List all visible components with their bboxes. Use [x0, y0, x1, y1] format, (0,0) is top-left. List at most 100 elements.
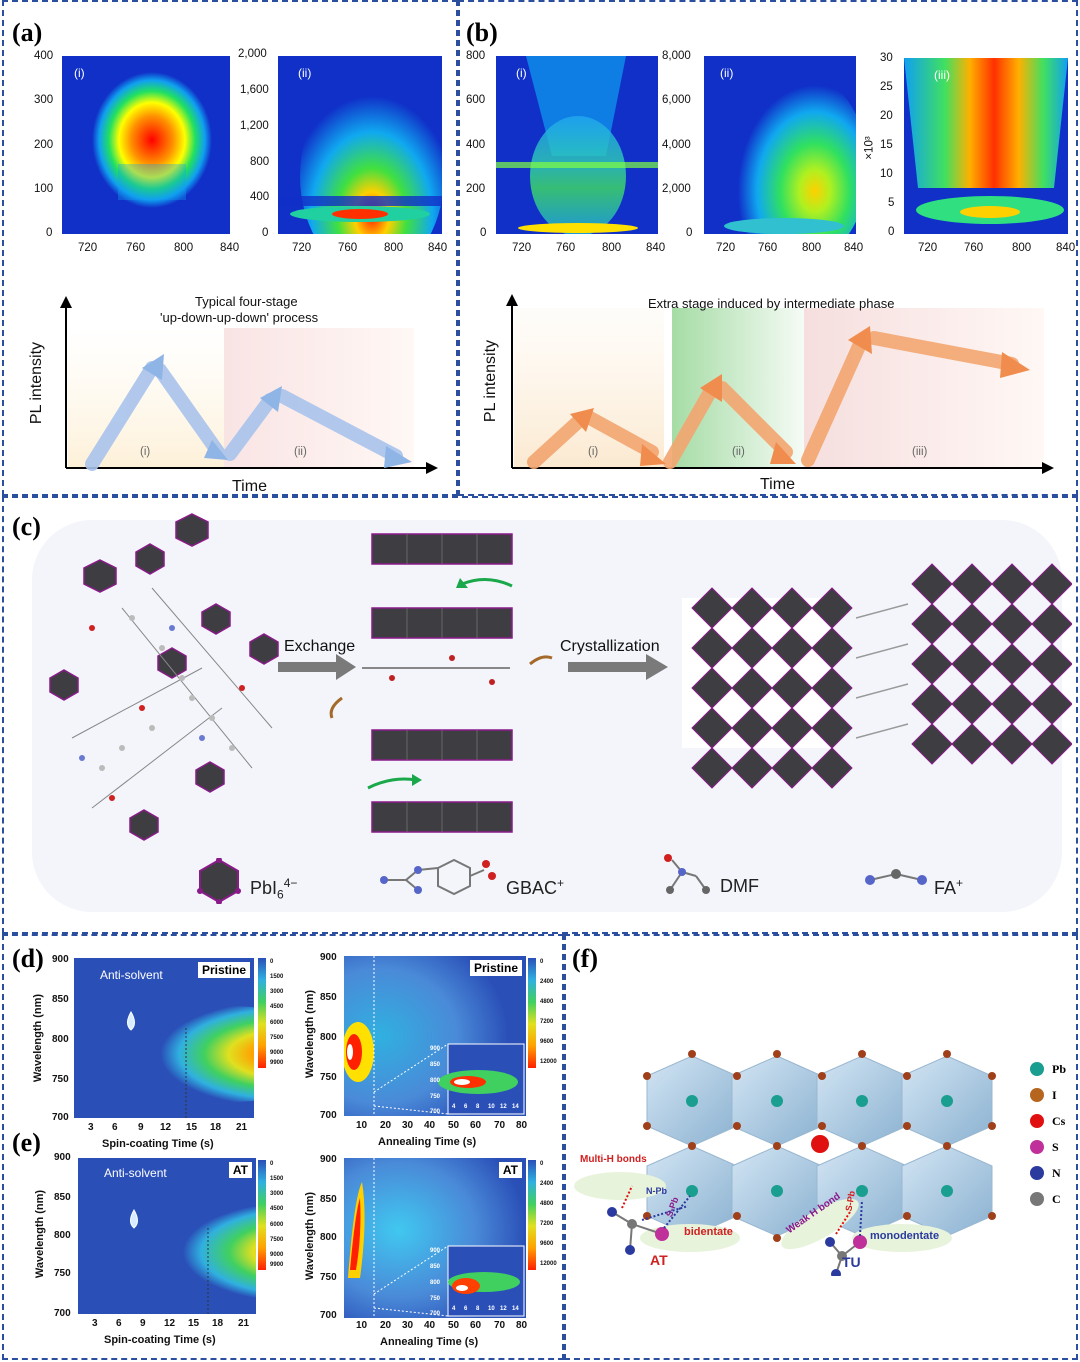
ytick: 400	[466, 139, 486, 151]
atom-pb-icon	[1030, 1062, 1044, 1076]
tag-e-left: AT	[228, 1162, 252, 1178]
xtick: 840	[844, 242, 864, 254]
inset-xtick: 14	[512, 1104, 519, 1110]
heatmap-a-i: (i)	[62, 56, 230, 234]
ytick: 4,000	[662, 139, 691, 151]
ytick: 700	[52, 1112, 69, 1123]
xtick: 15	[186, 1122, 198, 1133]
crystallization-label: Crystallization	[560, 638, 660, 655]
cbar-tick: 0	[540, 959, 544, 965]
schematic-a-stage-ii: (ii)	[294, 446, 307, 458]
xtick: 20	[380, 1320, 392, 1331]
schematic-b-ylabel: PL intensity	[482, 339, 500, 423]
panel-label-d: (d)	[12, 944, 44, 973]
cbar-tick: 7500	[270, 1237, 284, 1243]
xtick: 720	[78, 242, 98, 254]
d-right-xlabel: Annealing Time (s)	[378, 1136, 477, 1148]
cbar-tick: 0	[270, 959, 274, 965]
cbar-tick: 0	[270, 1161, 274, 1167]
cbar-tick: 3000	[270, 989, 284, 995]
legend-pbi6-sup: 4−	[283, 876, 298, 890]
ytick: 750	[54, 1268, 71, 1279]
heatmap-b-iii-scale: ×10³	[863, 136, 876, 160]
xtick: 760	[556, 242, 576, 254]
ytick: 10	[880, 168, 893, 180]
xtick: 80	[516, 1320, 528, 1331]
legend-pbi6: PbI64−	[250, 876, 298, 902]
panel-label-a: (a)	[12, 18, 43, 47]
cbar-tick: 7500	[270, 1035, 284, 1041]
cbar-tick: 7200	[540, 1019, 554, 1025]
inset-xtick: 6	[464, 1306, 468, 1312]
inset-xtick: 6	[464, 1104, 468, 1110]
legend-pbi6-label: PbI	[250, 878, 278, 898]
ytick: 0	[480, 227, 487, 239]
inset-xtick: 12	[500, 1306, 507, 1312]
heatmap-b-ii-tag: (ii)	[720, 66, 734, 80]
ytick: 850	[320, 992, 337, 1003]
atom-s-icon	[1030, 1140, 1044, 1154]
xtick: 6	[116, 1318, 122, 1329]
xtick: 40	[424, 1120, 436, 1131]
schematic-b-stage-i: (i)	[588, 446, 599, 458]
xtick: 30	[402, 1120, 414, 1131]
gbac-icon	[380, 858, 496, 896]
xtick: 12	[160, 1122, 172, 1133]
heatmap-d-right-graphic	[344, 956, 526, 1116]
xtick: 840	[646, 242, 666, 254]
tag-d-left: Pristine	[197, 962, 250, 978]
ytick: 0	[686, 227, 693, 239]
legend-fa-sup: +	[956, 876, 964, 890]
legend-gbac: GBAC+	[506, 876, 564, 899]
cbar-tick: 6000	[270, 1020, 284, 1026]
ytick: 700	[54, 1308, 71, 1319]
cbar-tick: 12000	[540, 1059, 557, 1065]
d-left-xlabel: Spin-coating Time (s)	[102, 1138, 214, 1150]
cbar-tick: 9000	[270, 1252, 284, 1258]
d-left-ylabel: Wavelength (nm)	[32, 993, 45, 1083]
ytick: 1,600	[240, 84, 269, 96]
inset-ytick: 850	[430, 1062, 441, 1068]
heatmap-b-i-graphic	[496, 56, 658, 234]
xtick: 40	[424, 1320, 436, 1331]
schematic-b-xlabel: Time	[760, 476, 795, 493]
ytick: 900	[320, 952, 337, 963]
cbar-tick: 0	[540, 1161, 544, 1167]
xtick: 30	[402, 1320, 414, 1331]
inset-xtick: 8	[476, 1104, 480, 1110]
inset-xtick: 4	[452, 1104, 456, 1110]
panel-label-c: (c)	[12, 512, 41, 541]
legend-pb: Pb	[1052, 1061, 1067, 1076]
xtick: 60	[470, 1320, 482, 1331]
cbar-tick: 4500	[270, 1004, 284, 1010]
xtick: 50	[448, 1120, 460, 1131]
legend-row: Pb	[1030, 1056, 1076, 1082]
mechanism-illustration	[49, 513, 1072, 841]
legend-row: C	[1030, 1186, 1076, 1212]
cbar-tick: 1500	[270, 974, 284, 980]
legend-cs: Cs	[1052, 1113, 1066, 1128]
xtick: 720	[292, 242, 312, 254]
annot-tu: TU	[842, 1254, 861, 1270]
heatmap-e-right: AT	[344, 1158, 526, 1318]
heatmap-a-ii-tag: (ii)	[298, 66, 312, 80]
legend-s: S	[1052, 1139, 1059, 1154]
ytick: 800	[320, 1032, 337, 1043]
annot-monodentate: monodentate	[870, 1230, 940, 1242]
legend-row: Cs	[1030, 1108, 1076, 1134]
xtick: 18	[210, 1122, 222, 1133]
ytick: 25	[880, 81, 893, 93]
e-right-ylabel: Wavelength (nm)	[304, 1191, 317, 1281]
ytick: 30	[880, 52, 893, 64]
xtick: 840	[220, 242, 240, 254]
panel-c: (c)	[2, 496, 1078, 934]
legend-row: I	[1030, 1082, 1076, 1108]
inset-ytick: 900	[430, 1248, 441, 1254]
inset-ytick: 700	[430, 1109, 441, 1115]
xtick: 760	[758, 242, 778, 254]
ytick: 850	[52, 994, 69, 1005]
cbar-tick: 3000	[270, 1191, 284, 1197]
xtick: 21	[236, 1122, 248, 1133]
heatmap-b-iii: (iii)	[904, 58, 1068, 234]
cbar-tick: 2400	[540, 979, 554, 985]
